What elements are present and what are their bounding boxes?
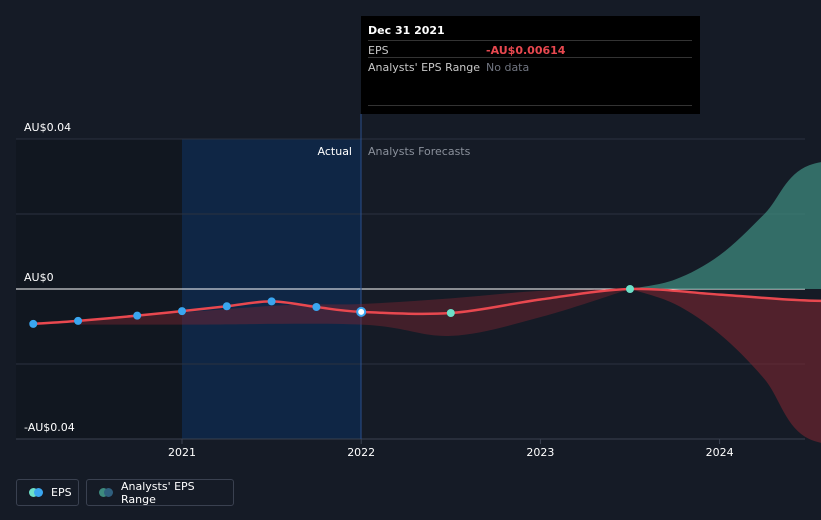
range-legend-icon-secondary — [104, 488, 113, 497]
analysts-range-positive-area — [630, 162, 821, 289]
forecast-label: Analysts Forecasts — [368, 145, 471, 158]
tooltip-eps-value: -AU$0.00614 — [486, 44, 566, 57]
y-tick-label-zero: AU$0 — [24, 271, 54, 284]
tooltip-range-row: Analysts' EPS Range No data — [368, 57, 692, 74]
eps-forecast-point[interactable] — [446, 309, 455, 317]
analysts-range-negative-area — [630, 289, 821, 443]
tooltip-divider — [368, 105, 692, 106]
x-tick-label: 2024 — [706, 446, 734, 459]
x-tick-label: 2021 — [168, 446, 196, 459]
eps-point-current[interactable] — [356, 306, 367, 317]
legend-eps-button[interactable]: EPS — [16, 479, 79, 506]
eps-point[interactable] — [178, 307, 186, 316]
y-tick-label-top: AU$0.04 — [24, 121, 71, 134]
eps-legend-icon — [29, 488, 38, 497]
x-tick-label: 2022 — [347, 446, 375, 459]
eps-point[interactable] — [74, 316, 83, 325]
tooltip-range-value: No data — [486, 61, 530, 74]
eps-point[interactable] — [133, 311, 142, 320]
eps-point[interactable] — [267, 297, 276, 306]
legend-range-label: Analysts' EPS Range — [121, 479, 195, 506]
tooltip-date: Dec 31 2021 — [368, 24, 445, 37]
tooltip-eps-row: EPS -AU$0.00614 — [368, 40, 692, 57]
y-tick-label-bottom: -AU$0.04 — [24, 421, 75, 434]
eps-point[interactable] — [222, 302, 231, 311]
tooltip-eps-label: EPS — [368, 44, 389, 57]
x-tick-label: 2023 — [526, 446, 554, 459]
eps-legend-icon-secondary — [34, 488, 43, 497]
eps-forecast-point[interactable] — [626, 285, 634, 293]
legend-range-button[interactable]: Analysts' EPS Range — [86, 479, 234, 506]
range-legend-icon — [99, 488, 108, 497]
tooltip-range-label: Analysts' EPS Range — [368, 61, 481, 74]
legend-eps-label: EPS — [51, 486, 72, 499]
eps-point[interactable] — [29, 319, 38, 328]
eps-point[interactable] — [312, 303, 321, 311]
tooltip: Dec 31 2021 EPS -AU$0.00614 Analysts' EP… — [361, 16, 700, 114]
actual-label: Actual — [318, 145, 352, 158]
